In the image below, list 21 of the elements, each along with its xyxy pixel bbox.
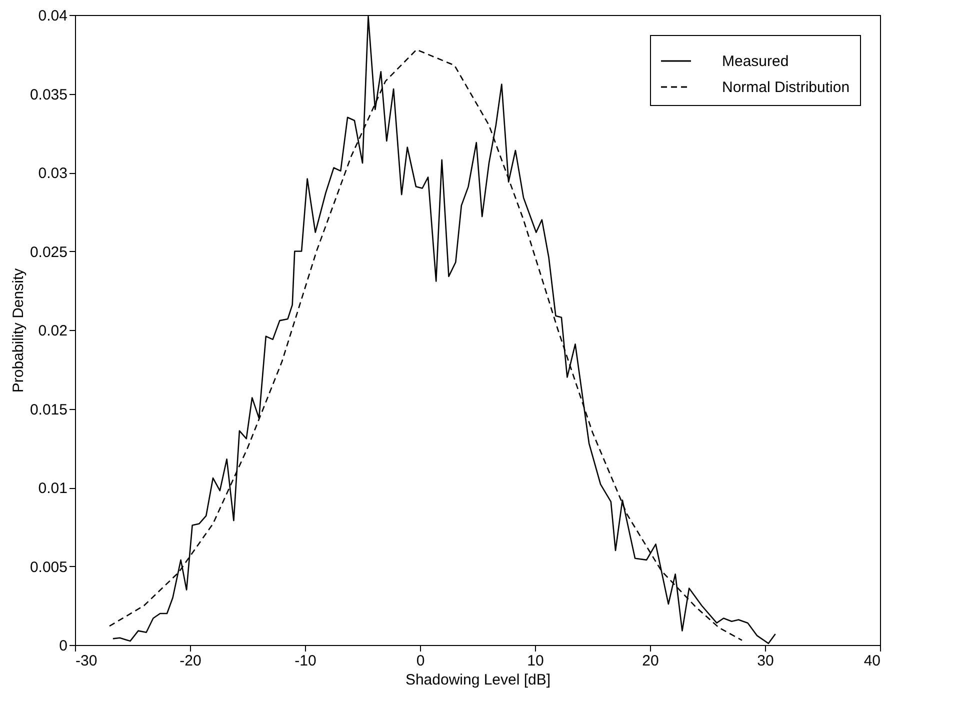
y-tick-label: 0 bbox=[59, 638, 68, 654]
legend-label: Measured bbox=[722, 53, 789, 70]
x-tick-label: 30 bbox=[757, 652, 774, 670]
x-tick-label: -30 bbox=[76, 652, 98, 670]
y-tick-label: 0.035 bbox=[30, 86, 68, 104]
y-tick-label: 0.03 bbox=[38, 165, 68, 182]
x-tick-label: 10 bbox=[527, 652, 544, 670]
x-tick-label: 20 bbox=[642, 652, 659, 670]
y-tick-label: 0.01 bbox=[38, 480, 68, 497]
x-tick-label: -20 bbox=[180, 652, 202, 670]
y-tick-label: 0.02 bbox=[38, 322, 68, 340]
y-axis-title: Probability Density bbox=[10, 268, 27, 393]
legend-label: Normal Distribution bbox=[722, 79, 850, 96]
x-tick-label: -10 bbox=[294, 652, 316, 670]
y-tick-label: 0.005 bbox=[30, 558, 68, 576]
x-tick-label: 0 bbox=[416, 652, 425, 670]
x-tick-label: 40 bbox=[864, 652, 880, 670]
x-axis-title: Shadowing Level [dB] bbox=[405, 672, 551, 688]
y-tick-label: 0.04 bbox=[38, 8, 68, 24]
y-tick-label: 0.025 bbox=[30, 244, 68, 261]
y-tick-label: 0.015 bbox=[30, 401, 68, 418]
